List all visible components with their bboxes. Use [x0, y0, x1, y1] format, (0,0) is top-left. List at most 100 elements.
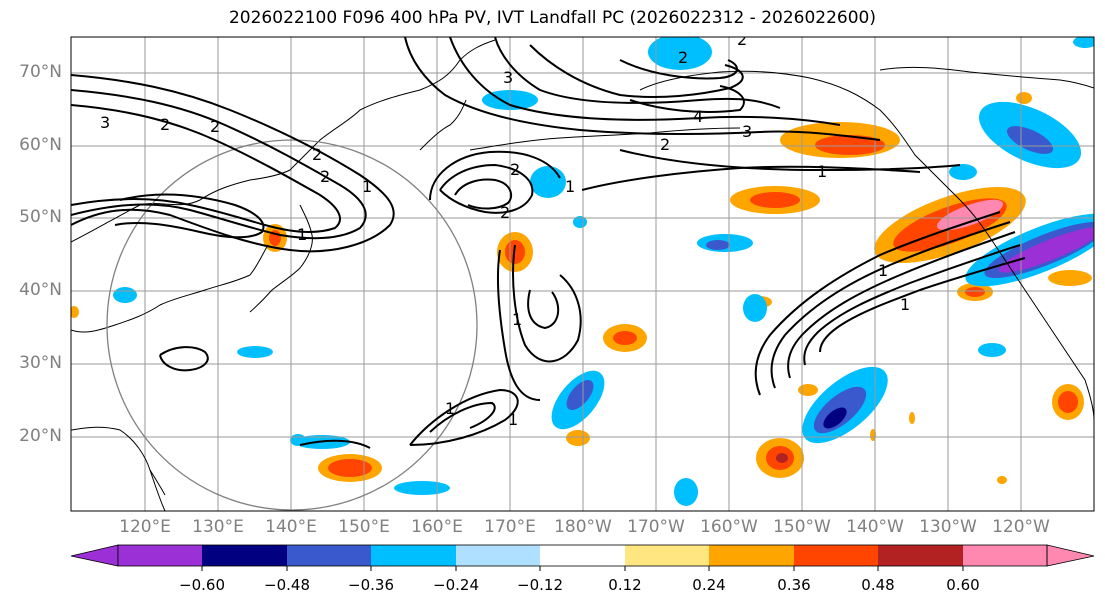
contour-line [754, 211, 1001, 396]
positive-anomaly [997, 476, 1007, 484]
contour-line [114, 193, 265, 239]
contour-layer [71, 37, 1026, 449]
contour-line [71, 104, 341, 233]
positive-anomaly [776, 453, 788, 463]
coastlines [71, 39, 1094, 511]
colorbar-tick-label: −0.36 [348, 576, 394, 594]
contour-line [409, 388, 519, 446]
colorbar-segment [287, 545, 371, 566]
positive-anomaly [965, 287, 985, 297]
lon-label: 150°W [773, 517, 831, 537]
contour-line [449, 37, 841, 126]
contour-line [512, 244, 582, 363]
contour-label: 1 [878, 261, 888, 280]
lon-label: 160°W [700, 517, 758, 537]
negative-anomaly [1006, 126, 1054, 154]
colorbar-segment [456, 545, 540, 566]
colorbar [70, 544, 1095, 571]
contour-line [529, 44, 744, 99]
contour-line [629, 85, 745, 113]
contour-line [454, 178, 513, 210]
lon-label: 140°E [265, 517, 317, 537]
lon-label: 170°E [484, 517, 536, 537]
negative-anomaly [743, 294, 767, 322]
coastline-japan [249, 204, 313, 313]
contour-label: 2 [320, 167, 330, 186]
lon-label: 150°E [338, 517, 390, 537]
contour-line [159, 346, 209, 372]
negative-anomaly [566, 380, 594, 410]
contour-label: 1 [900, 295, 910, 314]
negative-anomaly [394, 481, 450, 495]
colorbar-segment [540, 545, 625, 566]
colorbar-tick-label: 0.24 [692, 576, 726, 594]
colorbar-tick-label: 0.12 [608, 576, 642, 594]
positive-anomaly [1048, 270, 1092, 286]
lon-label: 180°W [554, 517, 612, 537]
contour-label: 1 [445, 399, 455, 418]
negative-anomaly [237, 346, 273, 358]
contour-label: 4 [693, 107, 703, 126]
contour-label: 2 [210, 117, 220, 136]
lon-label: 120°W [992, 517, 1050, 537]
negative-anomaly [823, 407, 847, 429]
colorbar-tick-label: 0.60 [946, 576, 980, 594]
contour-line [429, 401, 496, 433]
colorbar-segment [625, 545, 709, 566]
coastline-alaska [639, 70, 961, 201]
negative-anomaly [949, 164, 977, 180]
positive-anomaly [1058, 391, 1078, 413]
lon-label: 130°W [919, 517, 977, 537]
map-frame [70, 36, 1095, 512]
contour-line [404, 37, 881, 141]
lat-label: 30°N [19, 353, 62, 373]
contour-label: 2 [660, 135, 670, 154]
contour-label: 1 [565, 177, 575, 196]
negative-anomaly [674, 478, 698, 506]
positive-anomaly [1016, 92, 1032, 104]
contour-line [770, 221, 1011, 389]
positive-anomaly [936, 199, 1004, 231]
contour-label: 2 [160, 115, 170, 134]
contour-label: 1 [817, 162, 827, 181]
colorbar-segment [709, 545, 794, 566]
colorbar-tick-label: 0.36 [777, 576, 811, 594]
contour-label: 3 [503, 68, 513, 87]
negative-anomaly [998, 227, 1094, 273]
positive-anomaly [750, 192, 800, 208]
positive-anomaly [613, 331, 637, 345]
contour-label: 2 [500, 203, 510, 222]
contour-line [71, 74, 395, 253]
positive-anomaly [798, 384, 818, 396]
contour-label: 3 [100, 113, 110, 132]
contour-line [299, 439, 371, 449]
contour-line [803, 244, 1021, 366]
negative-anomaly [978, 343, 1006, 357]
lon-label: 160°E [411, 517, 463, 537]
coastline-na-west [959, 199, 1094, 421]
contour-label: 1 [508, 410, 518, 429]
colorbar-tick-label: −0.12 [517, 576, 563, 594]
contour-label: 2 [737, 30, 747, 49]
colorbar-segment [878, 545, 963, 566]
negative-anomaly [648, 37, 712, 70]
negative-anomaly [113, 287, 137, 303]
contour-label: 3 [742, 122, 752, 141]
contour-line [619, 59, 738, 80]
contour-line [494, 37, 781, 109]
lon-label: 130°E [192, 517, 244, 537]
colorbar-segment [202, 545, 287, 566]
contour-line [527, 289, 560, 330]
contour-line [787, 231, 1016, 379]
colorbar-tick-label: −0.60 [179, 576, 225, 594]
contour-label: 2 [510, 160, 520, 179]
lon-label: 170°W [627, 517, 685, 537]
contour-labels: 3 2 2 2 1 2 1 2 2 2 3 3 2 1 1 1 1 1 2 1 … [100, 30, 910, 429]
coastline-philippines [149, 469, 166, 496]
contour-line [439, 163, 534, 214]
shading-layer [71, 37, 1094, 506]
negative-anomaly [530, 166, 566, 198]
contour-line [71, 89, 367, 240]
colorbar-extend-high [1046, 544, 1095, 567]
contour-line [581, 165, 921, 191]
